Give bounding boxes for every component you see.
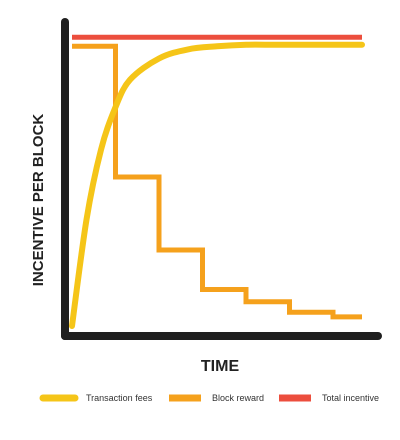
y-axis-title: INCENTIVE PER BLOCK bbox=[30, 114, 47, 287]
legend-label-transaction-fees: Transaction fees bbox=[86, 393, 153, 403]
legend-label-total-incentive: Total incentive bbox=[322, 393, 379, 403]
legend-label-block-reward: Block reward bbox=[212, 393, 264, 403]
series-layer bbox=[69, 34, 365, 329]
series-line-transaction-fees bbox=[69, 41, 365, 329]
x-axis-title: TIME bbox=[201, 358, 240, 375]
series-line-block-reward bbox=[72, 43, 362, 320]
legend: Transaction fees Block reward Total incent… bbox=[39, 393, 379, 403]
